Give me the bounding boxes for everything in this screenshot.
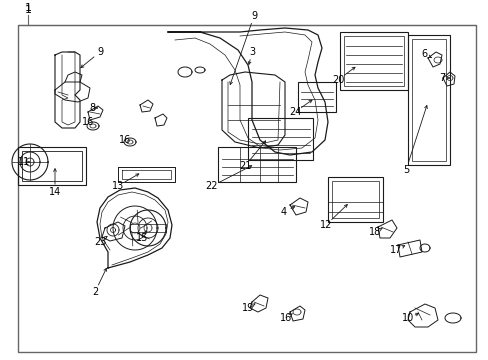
Text: 15: 15	[136, 233, 148, 243]
Text: 6: 6	[420, 49, 426, 59]
Text: 16: 16	[279, 313, 291, 323]
Text: 11: 11	[18, 157, 30, 167]
Text: 21: 21	[238, 161, 251, 171]
Bar	[407, 35, 449, 165]
Text: 8: 8	[89, 103, 95, 113]
Bar	[22, 151, 82, 181]
Text: 2: 2	[92, 287, 98, 297]
Text: 18: 18	[368, 227, 380, 237]
Bar	[18, 147, 86, 185]
Text: 9: 9	[250, 11, 257, 21]
Text: 14: 14	[49, 187, 61, 197]
Text: 3: 3	[248, 47, 255, 57]
Bar	[218, 147, 295, 182]
Text: 22: 22	[205, 181, 218, 191]
Text: 1: 1	[24, 3, 31, 13]
Text: 19: 19	[242, 303, 254, 313]
Text: 1: 1	[24, 5, 31, 15]
Text: 7: 7	[438, 73, 444, 83]
Text: 9: 9	[97, 47, 103, 57]
Text: 16: 16	[81, 117, 94, 127]
Text: 5: 5	[402, 165, 408, 175]
Bar	[247, 118, 312, 160]
Bar	[327, 177, 382, 222]
Bar	[411, 39, 445, 161]
Text: 24: 24	[288, 107, 301, 117]
Bar	[339, 32, 407, 90]
Bar	[297, 82, 335, 112]
Text: 16: 16	[119, 135, 131, 145]
Text: 23: 23	[94, 237, 106, 247]
Bar	[343, 36, 403, 86]
Bar	[331, 181, 378, 218]
Text: 4: 4	[281, 207, 286, 217]
Bar	[130, 224, 165, 232]
Text: 12: 12	[319, 220, 331, 230]
Text: 17: 17	[389, 245, 401, 255]
Text: 13: 13	[112, 181, 124, 191]
Text: 20: 20	[331, 75, 344, 85]
Text: 10: 10	[401, 313, 413, 323]
